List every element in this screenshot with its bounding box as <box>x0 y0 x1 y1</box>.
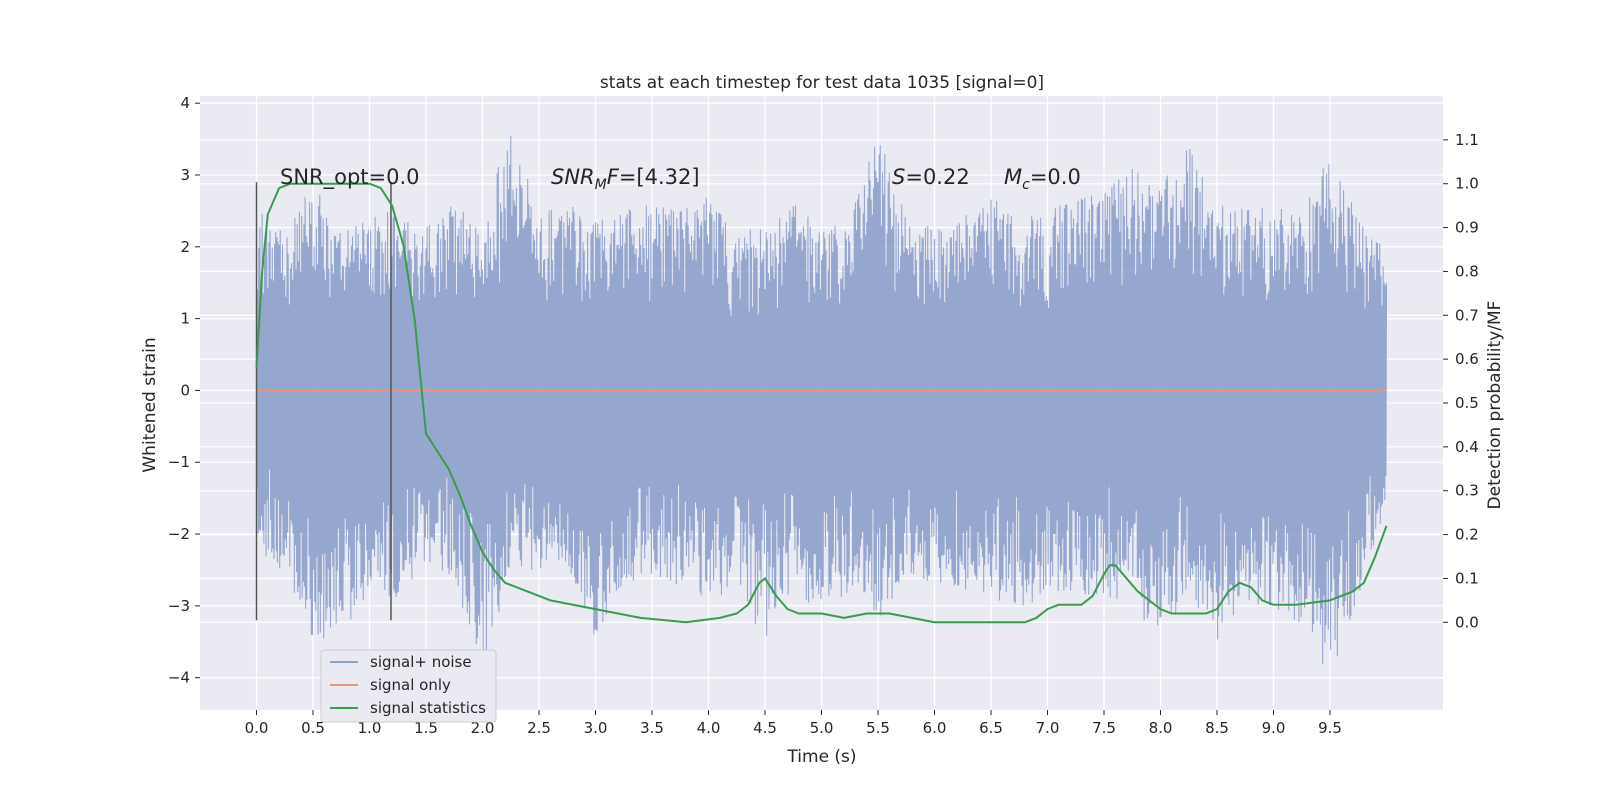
s-var: S <box>892 165 905 189</box>
mc-sub: c <box>1022 177 1030 193</box>
legend-label-signal-statistics: signal statistics <box>370 699 486 717</box>
y2-tick-label: 1.1 <box>1455 131 1479 149</box>
snr-mf-base: SNR <box>551 165 595 189</box>
x-tick-label: 8.0 <box>1149 719 1173 737</box>
x-tick-label: 1.5 <box>414 719 438 737</box>
x-tick-label: 3.0 <box>584 719 608 737</box>
snr-mf-rest-first: F <box>607 165 620 189</box>
annotation-snr-opt: SNR_opt=0.0 <box>280 165 420 190</box>
y2-tick-label: 0.9 <box>1455 219 1479 237</box>
y-tick-labels: 4 3 2 1 0 −1 −2 −3 −4 <box>168 94 200 687</box>
x-tick-labels: 0.0 0.5 1.0 1.5 2.0 2.5 3.0 3.5 4.0 4.5 5.0 5.5 6.0 6… <box>245 710 1342 737</box>
y2-tick-label: 0.4 <box>1455 438 1479 456</box>
y2-tick-label: 1.0 <box>1455 175 1479 193</box>
y-axis-label: Whitened strain <box>140 337 160 472</box>
x-tick-label: 9.0 <box>1262 719 1286 737</box>
series-signal-statistics <box>255 182 1388 624</box>
y-tick-label: −2 <box>168 525 190 543</box>
y2-tick-label: 0.0 <box>1455 613 1479 631</box>
x-tick-label: 5.0 <box>810 719 834 737</box>
x-tick-label: 5.5 <box>866 719 890 737</box>
noise-trace-layer <box>255 135 1388 664</box>
y-tick-label: 1 <box>180 310 190 328</box>
y-tick-label: 3 <box>180 166 190 184</box>
y2-tick-label: 0.2 <box>1455 526 1479 544</box>
window-markers <box>255 182 392 621</box>
x-tick-label: 1.0 <box>358 719 382 737</box>
x-tick-label: 4.0 <box>697 719 721 737</box>
y-tick-label: 0 <box>180 381 190 399</box>
y-tick-label: −4 <box>168 669 190 687</box>
y2-tick-label: 0.7 <box>1455 306 1479 324</box>
chart-title: stats at each timestep for test data 103… <box>600 73 1044 93</box>
annotation-snr-mf: SNRMF=[4.32] <box>551 165 700 193</box>
y-tick-label: 2 <box>180 238 190 256</box>
annotation-s: S=0.22 <box>892 165 970 189</box>
y-tick-label: −1 <box>168 453 190 471</box>
legend: signal+ noise signal only signal statist… <box>320 649 497 723</box>
legend-label-signal-only: signal only <box>370 676 451 694</box>
y2-tick-label: 0.1 <box>1455 569 1479 587</box>
snr-mf-sub: M <box>595 177 607 193</box>
x-tick-label: 0.0 <box>245 719 269 737</box>
y2-tick-label: 0.6 <box>1455 350 1479 368</box>
legend-label-signal-noise: signal+ noise <box>370 653 472 671</box>
y2-tick-label: 0.3 <box>1455 482 1479 500</box>
y2-tick-label: 0.5 <box>1455 394 1479 412</box>
y-tick-label: −3 <box>168 597 190 615</box>
x-tick-label: 3.5 <box>640 719 664 737</box>
mc-var: M <box>1004 165 1022 189</box>
s-value: =0.22 <box>905 165 969 189</box>
mc-value: =0.0 <box>1030 165 1081 189</box>
x-tick-label: 7.0 <box>1036 719 1060 737</box>
snr-mf-rest: =[4.32] <box>619 165 700 189</box>
x-tick-label: 7.5 <box>1092 719 1116 737</box>
x-tick-label: 0.5 <box>301 719 325 737</box>
y-tick-label: 4 <box>180 94 190 112</box>
signal-statistics-layer <box>255 182 1388 624</box>
y2-axis-label: Detection probability/MF <box>1485 301 1505 510</box>
x-tick-label: 6.0 <box>923 719 947 737</box>
x-tick-label: 6.5 <box>979 719 1003 737</box>
x-tick-label: 8.5 <box>1205 719 1229 737</box>
y2-tick-label: 0.8 <box>1455 262 1479 280</box>
annotation-mc: Mc=0.0 <box>1004 165 1081 193</box>
x-tick-label: 2.0 <box>471 719 495 737</box>
series-signal-noise <box>255 135 1388 664</box>
x-tick-label: 9.5 <box>1318 719 1342 737</box>
y2-tick-labels: 1.1 1.0 0.9 0.8 0.7 0.6 0.5 0.4 0.3 0.2 0.1 0.0 <box>1443 131 1479 631</box>
x-axis-label: Time (s) <box>786 747 856 767</box>
x-tick-label: 4.5 <box>753 719 777 737</box>
legend-box <box>320 649 497 723</box>
x-tick-label: 2.5 <box>527 719 551 737</box>
